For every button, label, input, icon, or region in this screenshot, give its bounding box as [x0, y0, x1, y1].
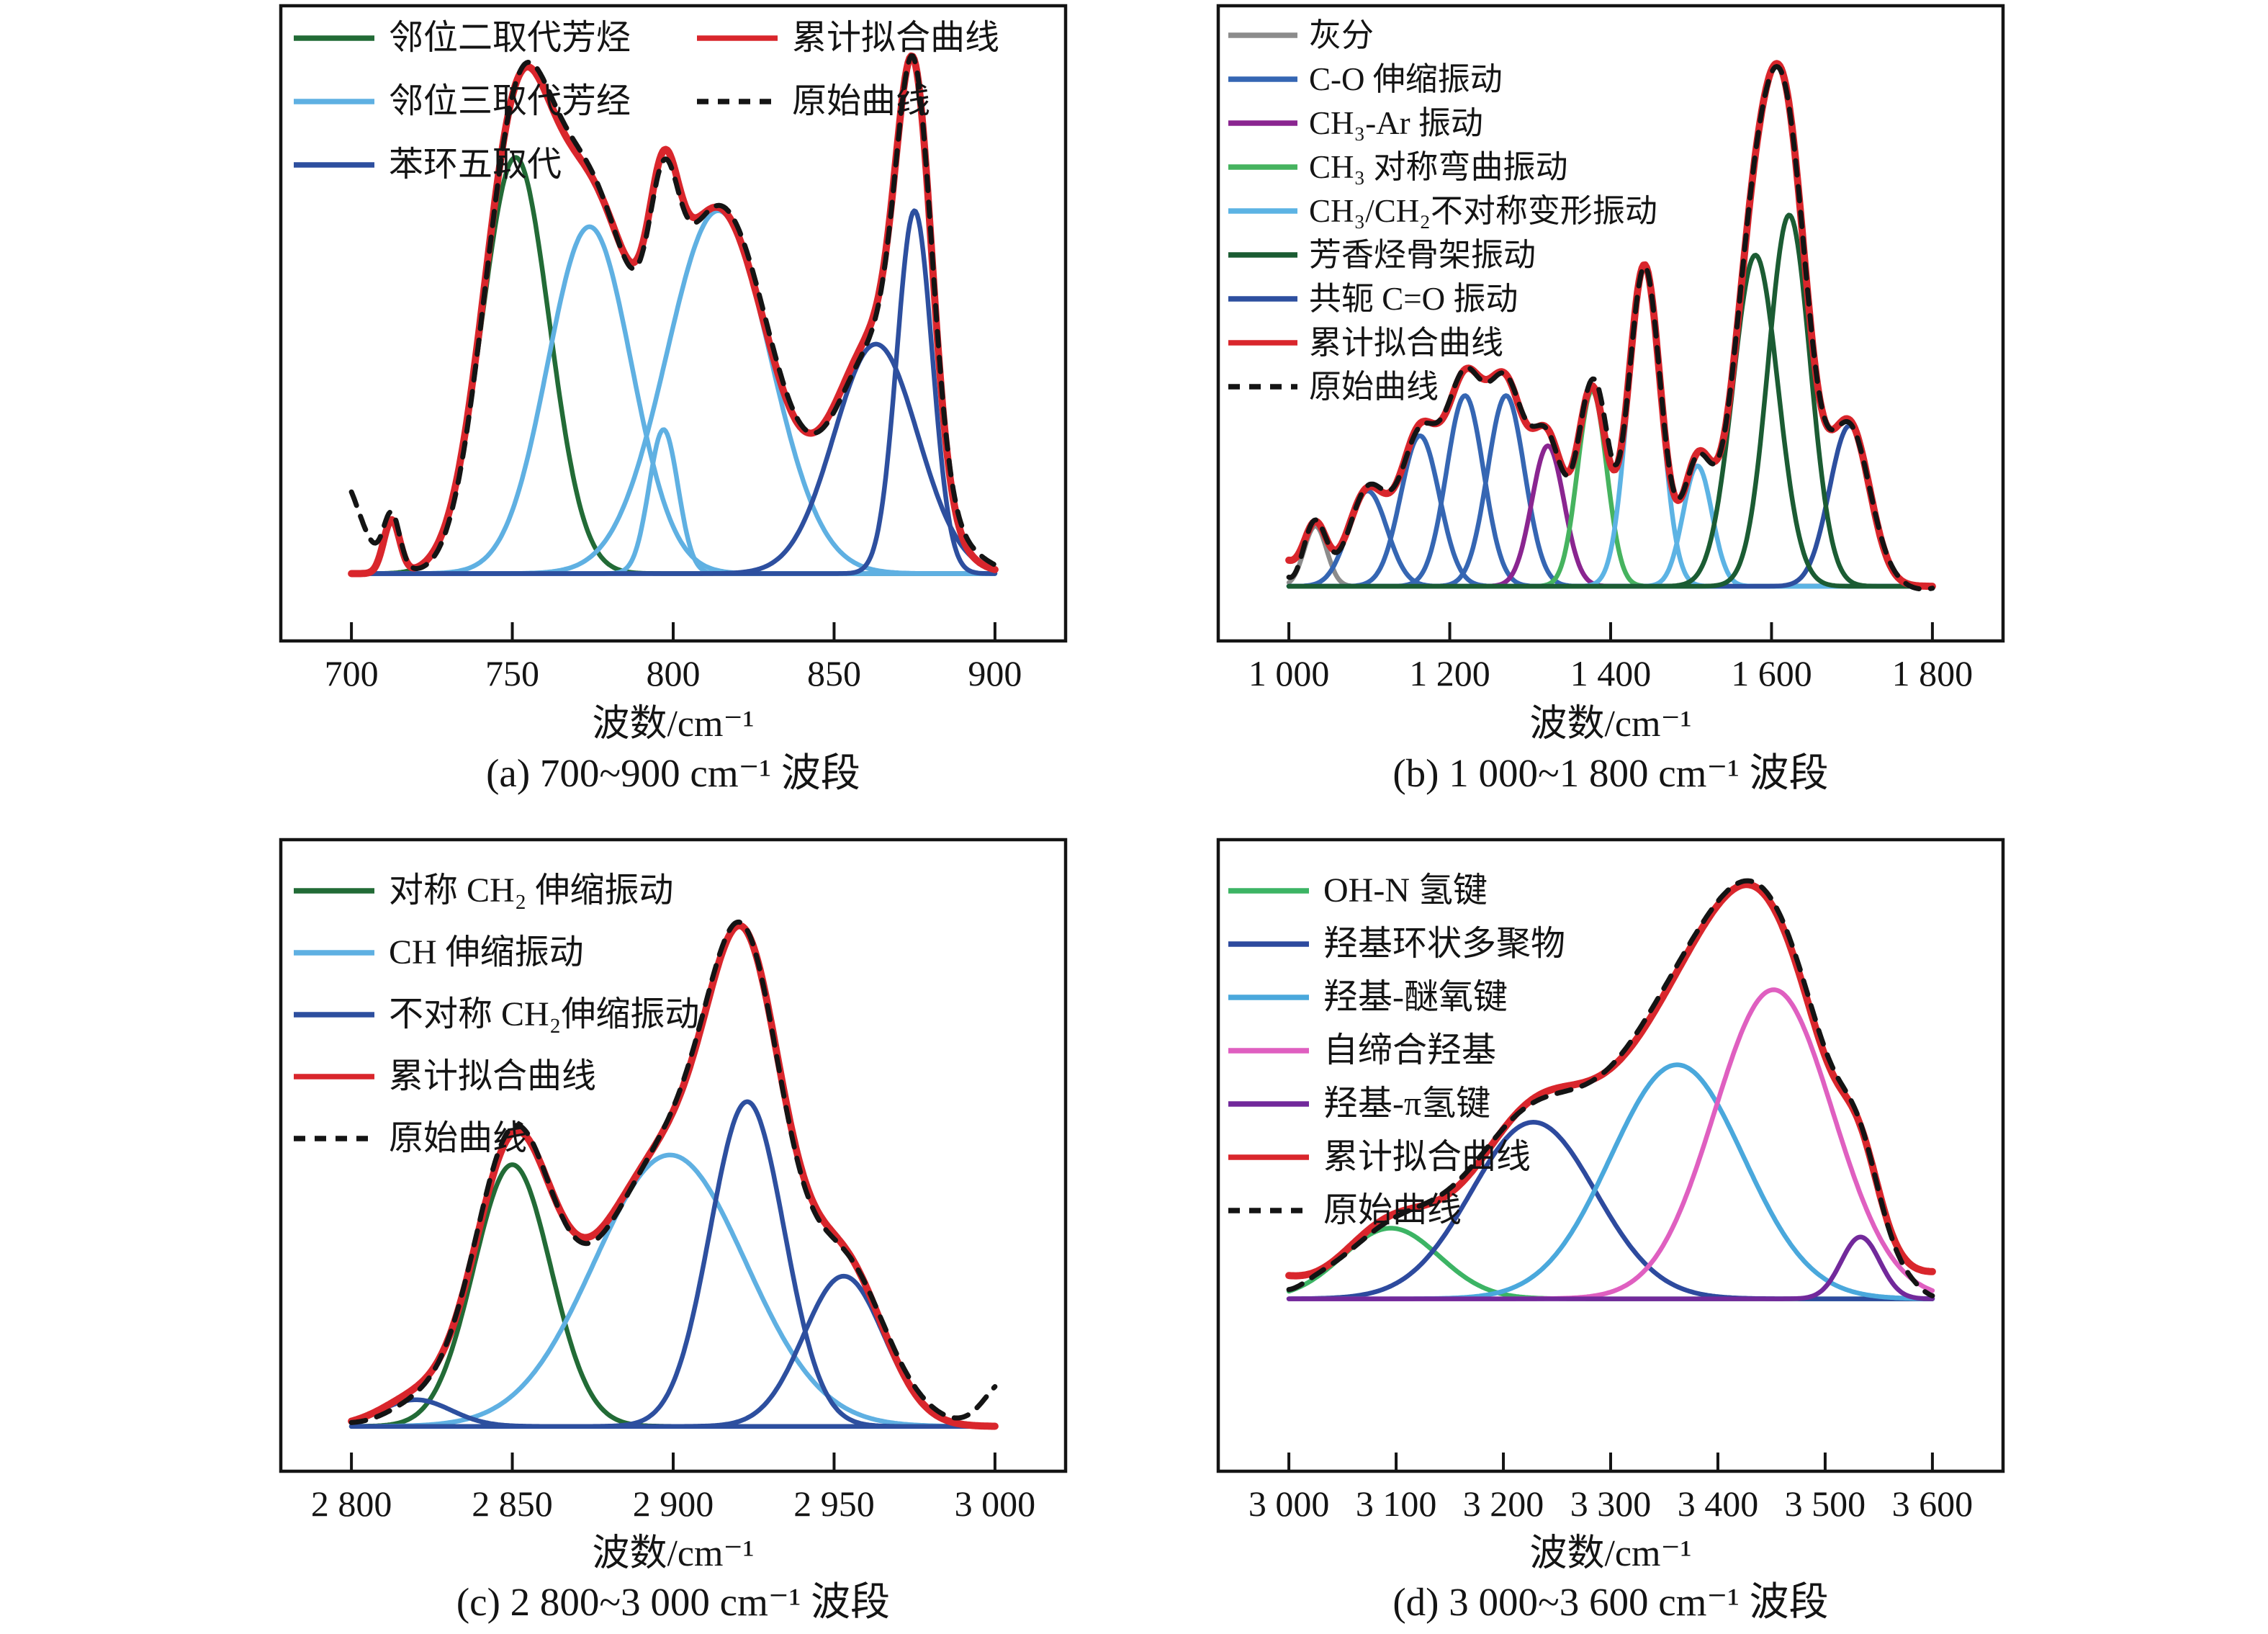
legend-item: 原始曲线	[1228, 369, 1439, 405]
legend-label: 苯环五取代	[389, 145, 562, 184]
panel-d: 3 000 3 100 3 200 3 300 3 400 3 500 3 600 波数/cm…	[1216, 838, 2005, 1624]
x-axis-label: 波数/cm⁻¹	[1529, 1533, 1691, 1574]
legend-label: 灰分	[1309, 17, 1374, 53]
legend-item: 原始曲线	[294, 1119, 527, 1157]
x-axis-label: 波数/cm⁻¹	[592, 1533, 754, 1574]
legend-label: 累计拟合曲线	[389, 1057, 596, 1095]
x-tick-label: 700	[325, 653, 379, 693]
x-tick-label: 3 000	[1248, 1483, 1330, 1524]
legend-label: 不对称 CH₂伸缩振动	[389, 995, 699, 1033]
x-tick-label: 850	[807, 653, 861, 693]
legend-label: 羟基-醚氧键	[1323, 978, 1508, 1016]
curve-d-component-4	[1286, 1234, 1935, 1301]
legend-item: 累计拟合曲线	[1228, 1138, 1531, 1176]
x-tick-label: 1 800	[1892, 653, 1974, 693]
x-tick-label: 2 900	[633, 1483, 714, 1524]
legend-item: 不对称 CH₂伸缩振动	[294, 995, 699, 1033]
curve-d-component-1	[1286, 1120, 1935, 1301]
x-tick-label: 1 000	[1248, 653, 1330, 693]
x-tick-label: 800	[647, 653, 701, 693]
x-tick-label: 1 200	[1409, 653, 1490, 693]
x-axis-label: 波数/cm⁻¹	[592, 704, 754, 745]
panel-caption: (a) 700~900 cm⁻¹ 波段	[486, 751, 860, 795]
legend-label: 羟基环状多聚物	[1323, 925, 1565, 963]
legend-item: 羟基-π氢键	[1228, 1085, 1490, 1123]
x-tick-label: 2 850	[472, 1483, 553, 1524]
legend-item: 累计拟合曲线	[1228, 325, 1503, 361]
panel-a: 700 750 800 850 900 波数/cm⁻¹ (a) 700~900 cm⁻¹ 波…	[279, 4, 1068, 795]
legend-item: OH-N 氢键	[1228, 871, 1488, 910]
legend-label: CH₃/CH₂不对称变形振动	[1309, 193, 1657, 229]
legend-item: 对称 CH₂ 伸缩振动	[294, 871, 673, 910]
legend-item: 邻位二取代芳烃	[294, 19, 631, 57]
legend-label: 自缔合羟基	[1323, 1031, 1496, 1069]
legend-label: 原始曲线	[792, 82, 930, 120]
x-tick-label: 1 400	[1570, 653, 1652, 693]
legend-label: CH 伸缩振动	[389, 933, 584, 971]
legend-label: 共轭 C=O 振动	[1309, 281, 1518, 317]
curve-b-original	[1286, 63, 1935, 592]
legend-label: 邻位三取代芳经	[389, 82, 631, 120]
legend-label: 原始曲线	[389, 1119, 527, 1157]
legend-item: CH₃ 对称弯曲振动	[1228, 149, 1567, 185]
legend-label: 累计拟合曲线	[1323, 1138, 1531, 1176]
legend-item: 灰分	[1228, 17, 1374, 53]
x-tick-label: 3 000	[955, 1483, 1036, 1524]
x-tick-label: 3 300	[1570, 1483, 1652, 1524]
legend-label: 原始曲线	[1309, 369, 1439, 405]
panel-caption: (d) 3 000~3 600 cm⁻¹ 波段	[1392, 1580, 1828, 1624]
legend-label: CH₃-Ar 振动	[1309, 105, 1483, 141]
legend-label: 累计拟合曲线	[792, 19, 999, 57]
legend-label: 原始曲线	[1323, 1191, 1462, 1229]
x-tick-label: 1 600	[1731, 653, 1812, 693]
x-tick-label: 2 800	[311, 1483, 392, 1524]
x-tick-label: 2 950	[793, 1483, 875, 1524]
legend-item: 共轭 C=O 振动	[1228, 281, 1518, 317]
legend-item: 累计拟合曲线	[697, 19, 999, 57]
curve-c-original	[348, 919, 998, 1425]
panel-c: 2 800 2 850 2 900 2 950 3 000 波数/cm⁻¹ (c) 2 80…	[279, 838, 1068, 1624]
legend-item: 累计拟合曲线	[294, 1057, 596, 1095]
legend-item: 芳香烃骨架振动	[1228, 237, 1536, 273]
legend-item: CH₃-Ar 振动	[1228, 105, 1483, 141]
x-axis-label: 波数/cm⁻¹	[1529, 704, 1691, 745]
x-tick-label: 3 600	[1892, 1483, 1974, 1524]
x-tick-label: 3 100	[1356, 1483, 1437, 1524]
legend-label: CH₃ 对称弯曲振动	[1309, 149, 1567, 185]
legend-label: C-O 伸缩振动	[1309, 61, 1503, 97]
legend-label: OH-N 氢键	[1323, 871, 1488, 910]
curve-b-component-11	[1286, 212, 1935, 589]
legend-label: 邻位二取代芳烃	[389, 19, 631, 57]
panel-caption: (b) 1 000~1 800 cm⁻¹ 波段	[1392, 751, 1828, 795]
legend-item: 原始曲线	[1228, 1191, 1462, 1229]
panel-caption: (c) 2 800~3 000 cm⁻¹ 波段	[456, 1580, 890, 1624]
curve-d-original	[1286, 878, 1935, 1298]
legend-label: 累计拟合曲线	[1309, 325, 1503, 361]
legend-item: 邻位三取代芳经	[294, 82, 631, 120]
panel-b: 1 000 1 200 1 400 1 600 1 800 波数/cm⁻¹ (b) 1 00…	[1216, 4, 2005, 795]
legend-item: 自缔合羟基	[1228, 1031, 1496, 1069]
legend-item: 羟基环状多聚物	[1228, 925, 1565, 963]
x-tick-label: 3 400	[1678, 1483, 1759, 1524]
x-tick-label: 3 200	[1463, 1483, 1544, 1524]
legend-label: 芳香烃骨架振动	[1309, 237, 1536, 273]
legend-item: C-O 伸缩振动	[1228, 61, 1503, 97]
legend-label: 对称 CH₂ 伸缩振动	[389, 871, 673, 910]
legend-item: 苯环五取代	[294, 145, 562, 184]
x-tick-label: 3 500	[1785, 1483, 1866, 1524]
legend-item: CH₃/CH₂不对称变形振动	[1228, 193, 1657, 229]
legend-item: 原始曲线	[697, 82, 930, 120]
legend-item: 羟基-醚氧键	[1228, 978, 1508, 1016]
curve-a-original	[348, 53, 998, 571]
x-tick-label: 750	[485, 653, 539, 693]
legend-label: 羟基-π氢键	[1323, 1085, 1490, 1123]
x-tick-label: 900	[968, 653, 1022, 693]
curve-a-component-5	[348, 208, 998, 576]
legend-item: CH 伸缩振动	[294, 933, 584, 971]
curve-c-component-1	[348, 1152, 998, 1429]
